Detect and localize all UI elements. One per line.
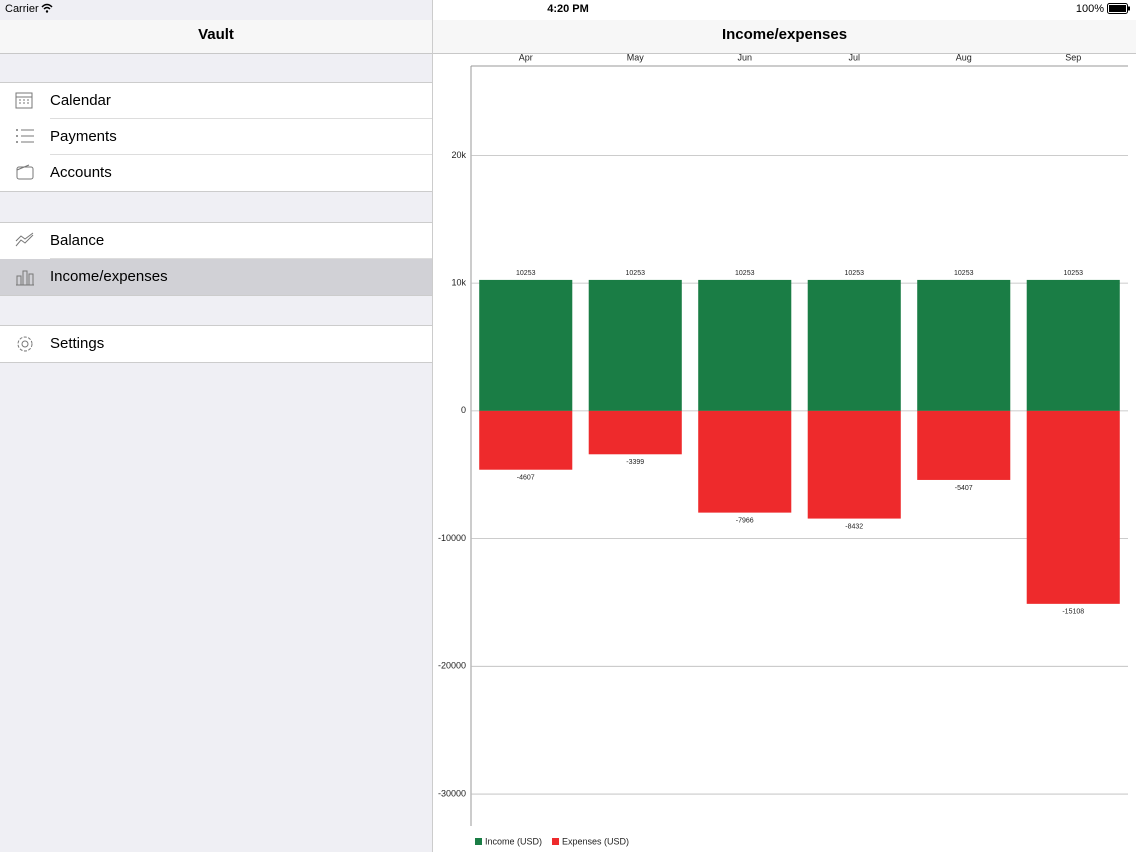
x-tick-label: Aug — [956, 52, 972, 62]
bar — [588, 279, 682, 411]
sidebar-title: Vault — [0, 20, 432, 54]
bar — [698, 279, 792, 411]
value-label: -5407 — [955, 485, 973, 492]
menu-icon — [15, 232, 34, 247]
menu-item[interactable]: Settings — [0, 325, 432, 363]
bar — [479, 279, 573, 411]
menu-icon — [15, 92, 33, 109]
battery-text: 100% — [1075, 3, 1104, 15]
value-label: 10253 — [735, 270, 755, 277]
menu-icon — [17, 336, 33, 352]
value-label: -3399 — [626, 459, 644, 466]
wifi-icon — [41, 3, 53, 13]
value-label: 10253 — [1064, 270, 1084, 277]
menu-icon — [16, 128, 34, 143]
menu-icon — [16, 270, 34, 285]
menu-item[interactable]: Calendar — [0, 82, 432, 119]
chart-title: Income/expenses — [433, 20, 1136, 54]
value-label: 10253 — [516, 270, 536, 277]
value-label: -7966 — [736, 517, 754, 524]
battery-icon — [1107, 3, 1130, 14]
bar — [807, 410, 901, 519]
x-tick-label: May — [627, 52, 645, 62]
value-label: 10253 — [954, 270, 974, 277]
bar — [1026, 410, 1120, 604]
menu-item[interactable]: Payments — [0, 118, 432, 155]
bar — [807, 279, 901, 411]
y-tick-label: -30000 — [438, 788, 466, 798]
menu-label: Calendar — [50, 92, 111, 109]
menu-item[interactable]: Income/expenses — [0, 258, 432, 296]
y-tick-label: 20k — [451, 150, 466, 160]
bar — [588, 410, 682, 455]
menu-label: Accounts — [50, 164, 112, 181]
value-label: -4607 — [517, 475, 535, 482]
menu-icon — [16, 164, 34, 180]
sidebar: Vault Calendar Payments Accounts Balance Inc… — [0, 0, 433, 852]
menu-item[interactable]: Balance — [0, 222, 432, 259]
value-label: -8432 — [845, 523, 863, 530]
x-tick-label: Jul — [848, 52, 860, 62]
legend-swatch — [475, 838, 482, 845]
carrier: Carrier — [5, 3, 39, 15]
x-tick-label: Apr — [519, 52, 533, 62]
y-tick-label: -20000 — [438, 661, 466, 671]
menu-item[interactable]: Accounts — [0, 155, 432, 192]
legend-swatch — [552, 838, 560, 845]
bar — [479, 410, 573, 470]
y-tick-label: -10000 — [438, 533, 466, 543]
menu-label: Settings — [50, 335, 105, 352]
bar — [917, 279, 1011, 411]
y-tick-label: 10k — [451, 278, 466, 288]
value-label: 10253 — [626, 270, 646, 277]
menu-label: Payments — [50, 127, 117, 145]
x-tick-label: Jun — [737, 52, 752, 62]
value-label: -15108 — [1062, 609, 1084, 616]
bar — [698, 410, 792, 513]
legend-label: Expenses (USD) — [562, 836, 629, 846]
bar — [917, 410, 1011, 480]
clock: 4:20 PM — [547, 3, 589, 15]
y-tick-label: 0 — [461, 405, 466, 415]
x-tick-label: Sep — [1065, 52, 1081, 62]
menu-label: Balance — [50, 232, 105, 249]
legend-label: Income (USD) — [485, 836, 542, 846]
menu-label: Income/expenses — [50, 267, 168, 285]
bar — [1026, 279, 1120, 411]
value-label: 10253 — [845, 270, 865, 277]
